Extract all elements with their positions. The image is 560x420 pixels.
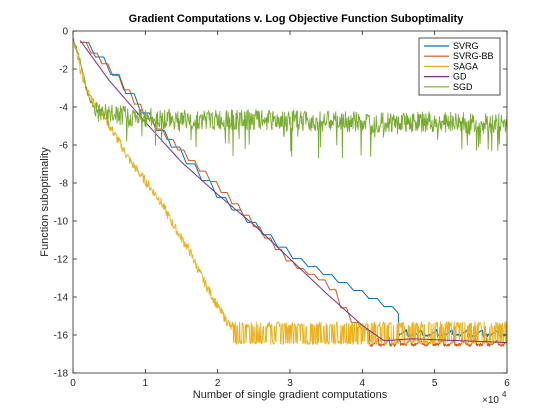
x-tick-label: 5 [432, 378, 438, 389]
legend-label: SVRG [453, 41, 479, 51]
x-tick-label: 1 [143, 378, 149, 389]
y-tick-label: -2 [59, 65, 68, 76]
legend-label: SGD [453, 82, 473, 92]
x-tick-label: 2 [215, 378, 221, 389]
y-tick-label: -12 [54, 255, 69, 266]
x-tick-label: 0 [70, 378, 76, 389]
series-layer [72, 37, 508, 347]
x-axis-label: Number of single gradient computations [193, 389, 388, 401]
series-line-saga [72, 37, 508, 345]
y-tick-label: -10 [54, 217, 69, 228]
ticks-layer: 0 1 2 3 4 5 6 0 -2 -4 -6 -8 -10 -12 -14 -16 -18 [54, 27, 511, 390]
y-tick-label: -6 [59, 141, 68, 152]
x-tick-label: 6 [504, 378, 510, 389]
x-multiplier: ×10 4 [482, 390, 507, 406]
y-tick-label: -18 [54, 369, 69, 380]
x-tick-label: 4 [360, 378, 366, 389]
y-axis-label: Function suboptimality [39, 147, 51, 257]
y-tick-label: -16 [54, 331, 69, 342]
legend-label: GD [453, 72, 467, 82]
y-tick-label: -4 [59, 103, 68, 114]
x-tick-label: 3 [287, 378, 293, 389]
x-multiplier-exponent: 4 [502, 390, 507, 399]
x-multiplier-base: ×10 [482, 395, 499, 406]
chart-title: Gradient Computations v. Log Objective F… [129, 13, 465, 25]
legend-label: SVRG-BB [453, 51, 494, 61]
y-tick-label: -8 [59, 179, 68, 190]
legend-label: SAGA [453, 61, 478, 71]
y-tick-label: 0 [62, 27, 68, 38]
series-line-gd [79, 40, 508, 344]
y-tick-label: -14 [54, 293, 69, 304]
series-line-sgd [72, 38, 508, 159]
